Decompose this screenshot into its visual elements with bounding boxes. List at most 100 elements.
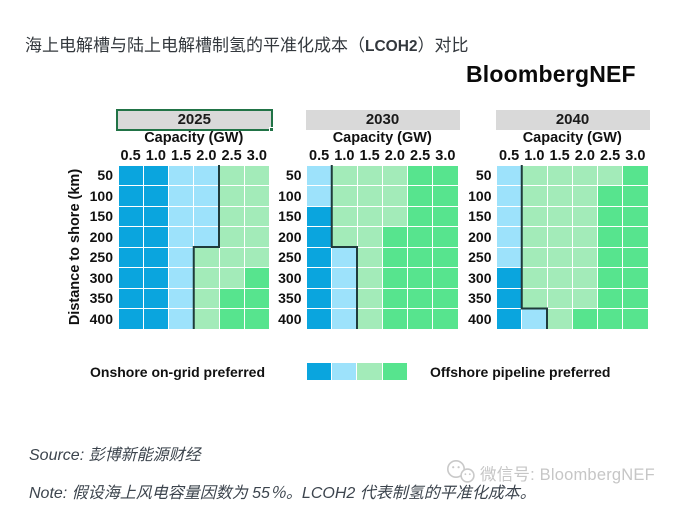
heat-cell-2025-r7c4 <box>194 288 219 308</box>
heat-cell-2025-r4c1 <box>118 227 143 247</box>
heat-cell-2040-r5c3 <box>547 247 572 267</box>
y-tick-2030-350: 350 <box>278 290 302 306</box>
heat-cell-2040-r2c1 <box>497 186 522 206</box>
heat-cell-2040-r1c2 <box>522 165 547 185</box>
heat-cell-2030-r3c2 <box>332 206 357 226</box>
x-tick-2040-0.5: 0.5 <box>499 148 520 164</box>
heat-cell-2040-r5c6 <box>623 247 648 267</box>
heat-cell-2030-r1c6 <box>433 165 458 185</box>
y-tick-2030-400: 400 <box>278 310 302 327</box>
heat-cell-2030-r8c1 <box>307 309 332 329</box>
heat-cell-2040-r4c2 <box>522 227 547 247</box>
heat-cell-2040-r1c4 <box>572 165 597 185</box>
heat-cell-2030-r3c1 <box>307 206 332 226</box>
heat-cell-2025-r7c5 <box>219 288 244 308</box>
chart-title-code: LCOH2 <box>365 38 418 55</box>
x-tick-2040-1.0: 1.0 <box>524 148 545 164</box>
heat-cell-2025-r5c3 <box>169 247 194 267</box>
heat-cell-2030-r2c2 <box>332 186 357 206</box>
legend-swatch-db <box>307 363 332 380</box>
heat-cell-2030-r4c3 <box>357 227 382 247</box>
heat-cell-2040-r7c1 <box>497 288 522 308</box>
heat-cell-2030-r3c3 <box>357 206 382 226</box>
heat-cell-2025-r3c1 <box>118 206 143 226</box>
y-tick-2040-250: 250 <box>468 249 492 265</box>
y-axis-title: Distance to shore (km) <box>67 168 83 326</box>
heat-cell-2040-r7c2 <box>522 288 547 308</box>
heat-cell-2040-r5c4 <box>572 247 597 267</box>
y-tick-2025-150: 150 <box>89 208 113 224</box>
x-tick-2025-1.0: 1.0 <box>145 148 166 164</box>
heat-cell-2030-r3c4 <box>382 206 407 226</box>
x-tick-2030-1.0: 1.0 <box>334 148 355 164</box>
heat-cell-2030-r4c2 <box>332 227 357 247</box>
y-tick-2030-250: 250 <box>278 249 302 265</box>
heat-cell-2040-r7c6 <box>623 288 648 308</box>
heat-cell-2040-r8c2 <box>522 309 547 329</box>
y-tick-2025-250: 250 <box>89 249 113 265</box>
heat-cell-2040-r5c1 <box>497 247 522 267</box>
heat-cell-2030-r8c2 <box>332 309 357 329</box>
heat-cell-2025-r4c4 <box>194 227 219 247</box>
heat-cell-2030-r6c6 <box>433 268 458 288</box>
heat-cell-2040-r4c1 <box>497 227 522 247</box>
heat-cell-2025-r8c4 <box>194 309 219 329</box>
y-tick-2040-400: 400 <box>468 310 492 327</box>
heat-cell-2040-r1c3 <box>547 165 572 185</box>
y-tick-2025-400: 400 <box>89 310 113 327</box>
heat-cell-2025-r1c3 <box>169 165 194 185</box>
y-tick-2030-300: 300 <box>278 269 302 286</box>
source-line: Source: 彭博新能源财经 <box>29 447 201 464</box>
x-tick-2040-2.0: 2.0 <box>574 148 595 164</box>
heat-cell-2025-r1c2 <box>143 165 168 185</box>
wechat-watermark: 微信号: BloombergNEF <box>444 459 655 485</box>
heat-cell-2030-r6c2 <box>332 268 357 288</box>
heat-cell-2025-r2c4 <box>194 186 219 206</box>
heat-cell-2040-r4c5 <box>598 227 623 247</box>
legend-swatch-lg <box>357 363 382 380</box>
heat-cell-2025-r8c2 <box>143 309 168 329</box>
wechat-logo-icon <box>447 460 475 483</box>
selection-fill-handle[interactable] <box>268 126 274 132</box>
y-tick-2030-50: 50 <box>285 167 302 183</box>
heat-cell-2025-r1c6 <box>244 165 269 185</box>
legend-label-onshore: Onshore on-grid preferred <box>90 363 266 380</box>
heat-cell-2025-r6c1 <box>118 268 143 288</box>
year-header-2040[interactable]: 2040 <box>495 110 650 130</box>
heat-cell-2025-r5c6 <box>244 247 269 267</box>
heat-cell-2030-r7c2 <box>332 288 357 308</box>
heat-cell-2040-r4c3 <box>547 227 572 247</box>
year-header-2025[interactable]: 2025 <box>116 108 274 132</box>
heat-cell-2040-r7c5 <box>598 288 623 308</box>
heat-cell-2040-r3c6 <box>623 206 648 226</box>
legend-swatches <box>307 363 408 380</box>
heat-cell-2040-r2c4 <box>572 186 597 206</box>
heat-cell-2025-r7c2 <box>143 288 168 308</box>
heat-cell-2025-r3c3 <box>169 206 194 226</box>
x-tick-2030-2.5: 2.5 <box>410 148 431 164</box>
y-tick-2030-100: 100 <box>278 187 302 204</box>
heat-cell-2030-r6c3 <box>357 268 382 288</box>
heat-cell-2040-r2c3 <box>547 186 572 206</box>
heat-cell-2030-r1c4 <box>382 165 407 185</box>
heat-cell-2030-r8c6 <box>433 309 458 329</box>
heat-cell-2025-r5c1 <box>118 247 143 267</box>
heat-cell-2040-r6c6 <box>623 268 648 288</box>
heat-cell-2030-r7c4 <box>382 288 407 308</box>
heat-cell-2030-r7c6 <box>433 288 458 308</box>
heat-cell-2030-r5c1 <box>307 247 332 267</box>
year-header-2030[interactable]: 2030 <box>305 110 460 130</box>
heat-cell-2025-r2c3 <box>169 186 194 206</box>
heat-cell-2025-r1c4 <box>194 165 219 185</box>
heat-cell-2030-r4c5 <box>408 227 433 247</box>
x-tick-2025-3.0: 3.0 <box>246 148 267 164</box>
heat-cell-2030-r4c6 <box>433 227 458 247</box>
heat-cell-2040-r6c5 <box>598 268 623 288</box>
y-tick-2040-200: 200 <box>468 228 492 245</box>
x-tick-2025-2.5: 2.5 <box>221 148 242 164</box>
heat-cell-2040-r2c6 <box>623 186 648 206</box>
x-tick-2040-3.0: 3.0 <box>625 148 646 164</box>
heat-cell-2030-r1c2 <box>332 165 357 185</box>
heat-cell-2040-r3c4 <box>572 206 597 226</box>
heat-cell-2025-r2c1 <box>118 186 143 206</box>
